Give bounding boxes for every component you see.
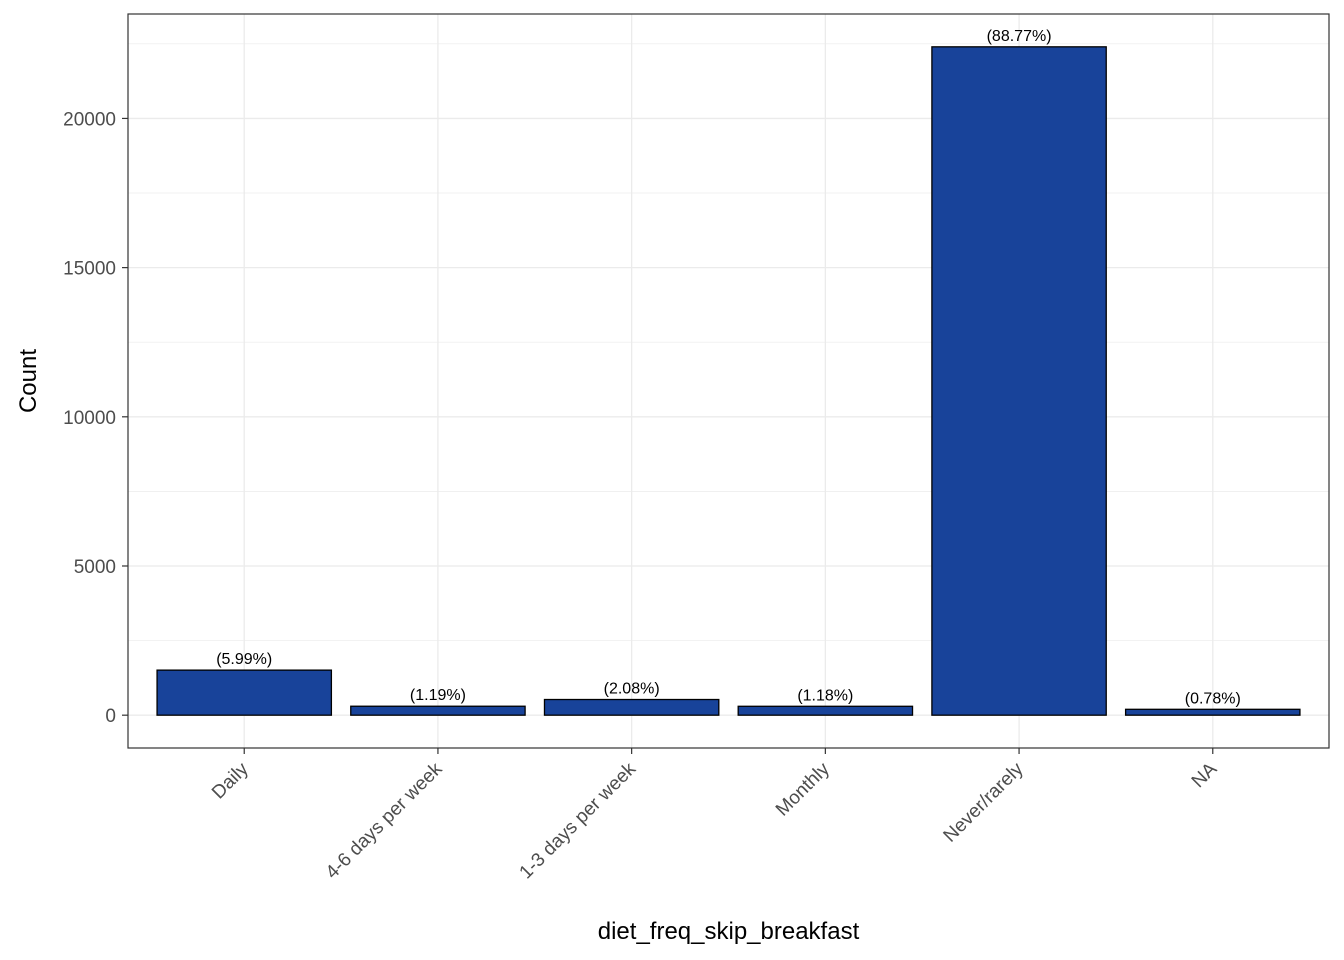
panel-background	[128, 14, 1329, 748]
data-label: (1.18%)	[797, 687, 853, 704]
x-tick-label: Never/rarely	[940, 758, 1028, 846]
x-axis-ticks: Daily 4-6 days per week 1-3 days per week M…	[208, 748, 1222, 883]
bar	[156, 669, 333, 716]
bar	[737, 705, 914, 716]
x-axis-title: diet_freq_skip_breakfast	[598, 918, 860, 945]
x-tick-label: 4-6 days per week	[322, 758, 447, 883]
y-tick-label: 20000	[63, 109, 116, 130]
x-tick-label: Monthly	[772, 758, 834, 820]
data-label: (88.77%)	[987, 28, 1052, 45]
bars	[156, 46, 1301, 716]
y-axis-ticks: 0 5000 10000 15000 20000	[63, 109, 128, 727]
data-label: (5.99%)	[216, 651, 272, 668]
y-tick-label: 15000	[63, 259, 116, 280]
bar	[543, 698, 720, 716]
data-label: (1.19%)	[410, 687, 466, 704]
minor-gridlines	[128, 43, 1329, 641]
y-tick-label: 0	[105, 706, 116, 727]
bar	[350, 705, 526, 716]
data-labels: (5.99%) (1.19%) (2.08%) (1.18%) (88.77%) (0.7…	[216, 28, 1241, 707]
x-tick-label: Daily	[208, 758, 253, 803]
data-label: (0.78%)	[1185, 690, 1241, 707]
bar	[931, 46, 1107, 716]
bar	[1124, 708, 1301, 716]
y-tick-label: 10000	[63, 408, 116, 429]
y-tick-label: 5000	[74, 557, 116, 578]
x-tick-label: 1-3 days per week	[516, 758, 641, 883]
y-axis-title: Count	[15, 349, 42, 413]
x-tick-label: NA	[1188, 758, 1222, 792]
data-label: (2.08%)	[604, 681, 660, 698]
panel-border	[127, 13, 1330, 749]
